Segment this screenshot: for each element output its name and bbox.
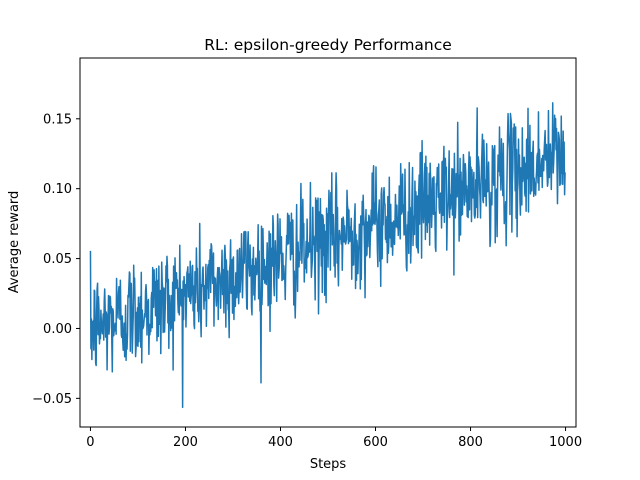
x-tick-label: 1000 bbox=[549, 435, 582, 450]
x-axis-label: Steps bbox=[310, 457, 347, 472]
x-tick-label: 400 bbox=[268, 435, 293, 450]
series-line bbox=[89, 102, 566, 409]
y-tick-label: 0.15 bbox=[43, 112, 72, 127]
y-axis-label: Average reward bbox=[7, 191, 22, 294]
x-tick-label: 200 bbox=[173, 435, 198, 450]
y-tick-label: 0.10 bbox=[43, 182, 72, 197]
x-axis-ticks: 0 200 400 600 800 1000 bbox=[86, 427, 582, 450]
x-tick-label: 0 bbox=[86, 435, 94, 450]
axes-frame bbox=[79, 57, 577, 428]
plot-area bbox=[79, 57, 577, 428]
chart-title: RL: epsilon-greedy Performance bbox=[204, 36, 452, 54]
y-tick-label: 0.00 bbox=[43, 322, 72, 337]
y-axis-ticks: −0.05 0.00 0.05 0.10 0.15 bbox=[32, 112, 80, 407]
y-tick-label: −0.05 bbox=[32, 392, 72, 407]
y-tick-label: 0.05 bbox=[43, 252, 72, 267]
x-tick-label: 800 bbox=[458, 435, 483, 450]
x-tick-label: 600 bbox=[363, 435, 388, 450]
line-layer bbox=[89, 102, 566, 409]
